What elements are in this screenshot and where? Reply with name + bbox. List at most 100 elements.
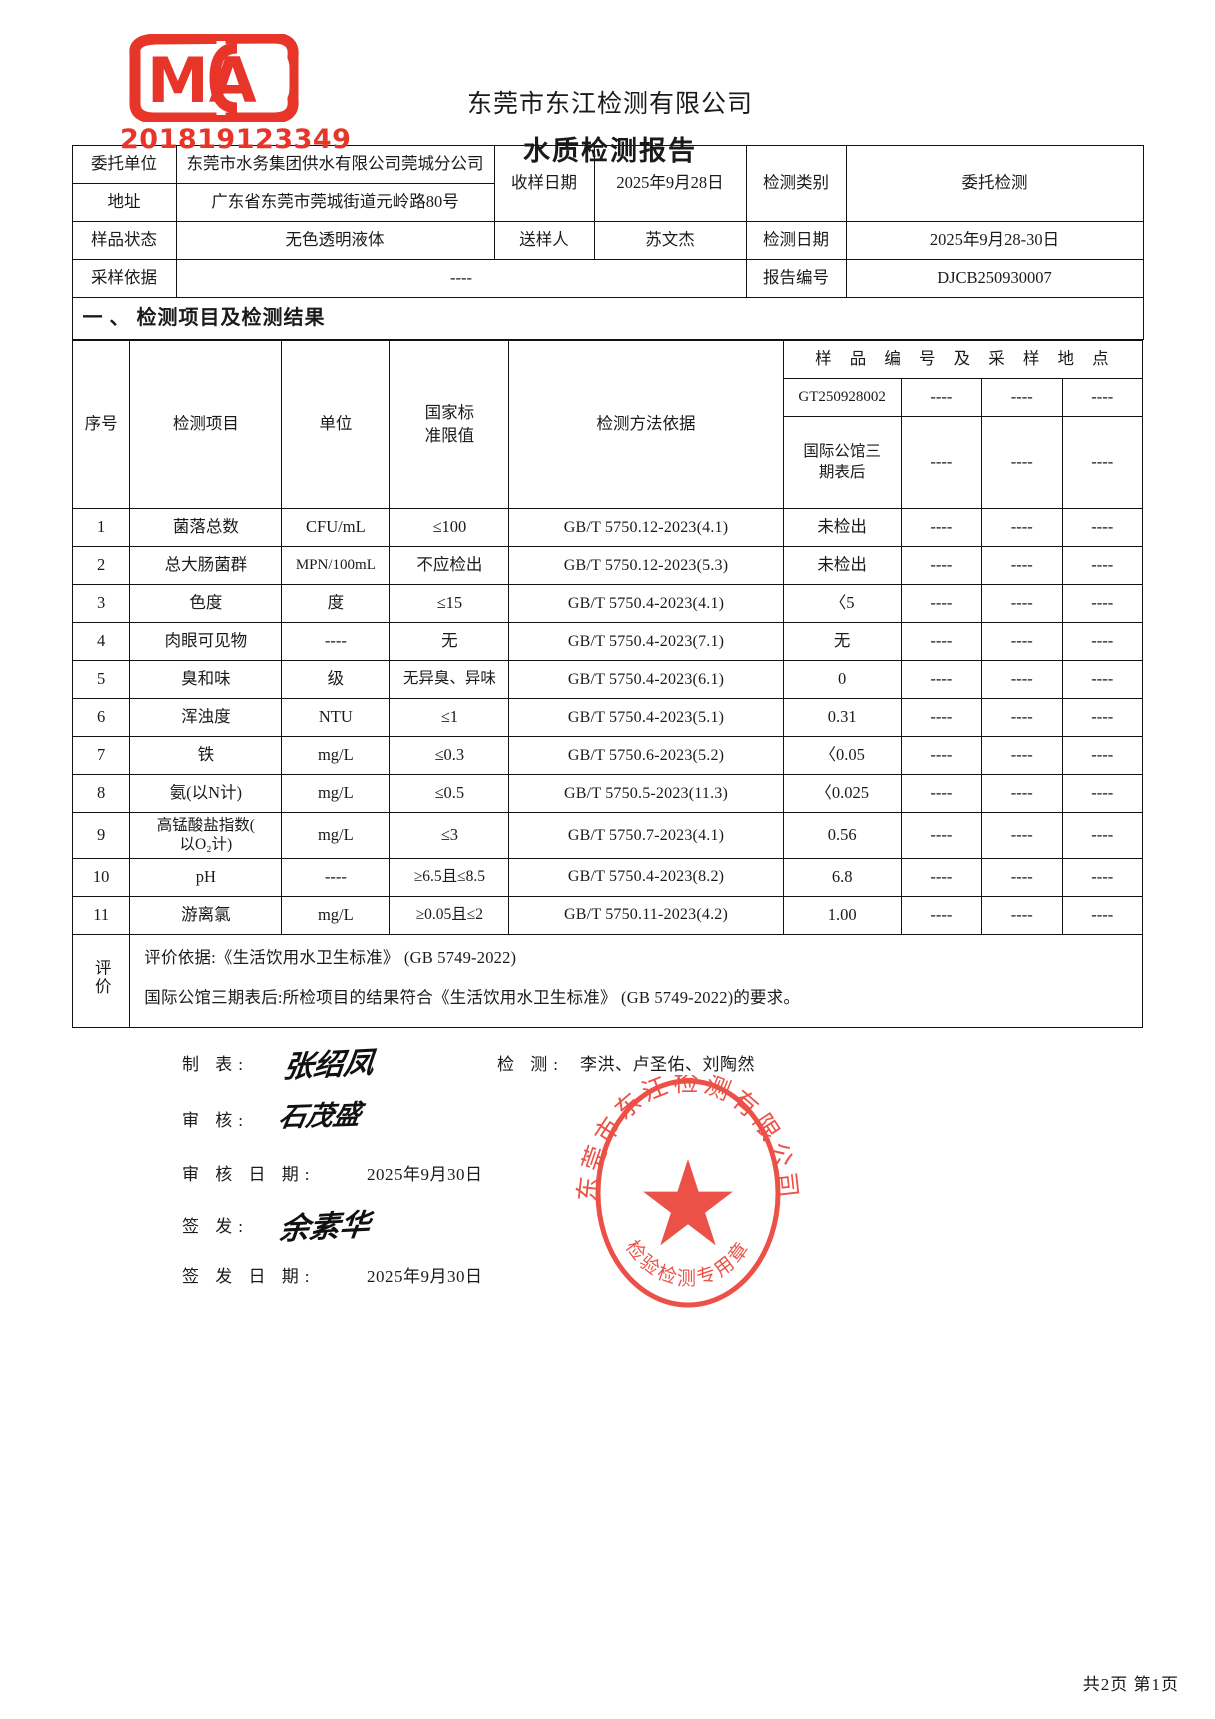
- row-method: GB/T 5750.12-2023(5.3): [508, 546, 784, 585]
- cma-certificate-number: 201819123349: [120, 124, 352, 155]
- table-row: 7 铁 mg/L ≤0.3 GB/T 5750.6-2023(5.2) 〈0.05 ----…: [71, 736, 1143, 775]
- row-item: 氨(以N计): [129, 774, 283, 813]
- prepared-by-signature: 张绍凤: [281, 1045, 376, 1086]
- row-unit: NTU: [281, 698, 391, 737]
- col-header-limit-line2: 准限值: [424, 425, 475, 445]
- row-result-2: ----: [900, 736, 983, 775]
- row-limit: 无: [389, 622, 510, 661]
- row-no: 9: [71, 812, 131, 859]
- table-row: 委托单位 东莞市水务集团供水有限公司莞城分公司 收样日期 2025年9月28日 …: [71, 145, 1144, 222]
- address-value: 广东省东莞市莞城街道元岭路80号: [175, 183, 495, 222]
- sample-id-1: GT250928002: [782, 378, 902, 417]
- row-no: 11: [71, 895, 131, 935]
- row-item: 高锰酸盐指数( 以O₂计): [129, 812, 283, 859]
- row-result-3: ----: [981, 698, 1063, 737]
- row-result-1: 无: [782, 622, 902, 661]
- row-limit: ≤100: [389, 508, 510, 547]
- issue-date-label: 签 发 日 期:: [182, 1267, 316, 1287]
- row-result-4: ----: [1061, 698, 1143, 737]
- col-header-limit: 国家标 准限值: [389, 340, 510, 509]
- row-result-4: ----: [1061, 736, 1143, 775]
- row-result-3: ----: [981, 660, 1063, 699]
- test-type-value: 委托检测: [845, 145, 1144, 222]
- row-result-4: ----: [1061, 622, 1143, 661]
- row-no: 4: [71, 622, 131, 661]
- sample-state-label: 样品状态: [71, 221, 177, 260]
- row-method: GB/T 5750.4-2023(4.1): [508, 584, 784, 623]
- review-date-value: 2025年9月30日: [367, 1165, 483, 1185]
- table-row: 2 总大肠菌群 MPN/100mL 不应检出 GB/T 5750.12-2023(5.3…: [71, 546, 1143, 585]
- sample-location-4: ----: [1061, 416, 1143, 509]
- row-method: GB/T 5750.4-2023(8.2): [508, 857, 784, 897]
- row-no: 8: [71, 774, 131, 813]
- row-unit: mg/L: [281, 895, 391, 935]
- row-result-2: ----: [900, 698, 983, 737]
- row-no: 2: [71, 546, 131, 585]
- row-limit: ≥0.05且≤2: [389, 895, 510, 935]
- row-result-1: 0.31: [782, 698, 902, 737]
- row-result-2: ----: [900, 622, 983, 661]
- row-result-2: ----: [900, 895, 983, 935]
- issued-by-label: 签 发:: [182, 1217, 249, 1237]
- row-result-2: ----: [900, 812, 983, 859]
- reviewed-by-signature: 石茂盛: [276, 1099, 364, 1134]
- review-date-label: 审 核 日 期:: [182, 1165, 316, 1185]
- row-item: 菌落总数: [129, 508, 283, 547]
- deliverer-label: 送样人: [493, 221, 595, 260]
- row-no: 6: [71, 698, 131, 737]
- row-result-1: 〈0.025: [782, 774, 902, 813]
- table-row: 3 色度度 ≤15 GB/T 5750.4-2023(4.1) 〈5 ---- ---- --…: [71, 584, 1143, 623]
- row-unit: mg/L: [281, 812, 391, 859]
- tested-by-label: 检 测:: [497, 1055, 564, 1075]
- report-title: 水质检测报告: [523, 136, 697, 166]
- row-item: 臭和味: [129, 660, 283, 699]
- cma-mark-icon: MA: [125, 34, 300, 122]
- row-unit: 级: [281, 660, 391, 699]
- reviewed-by-label: 审 核:: [182, 1111, 249, 1131]
- table-row: 采样依据 ---- 报告编号 DJCB250930007: [71, 259, 1144, 298]
- col-header-item: 检测项目: [129, 340, 283, 509]
- sample-location-1: 国际公馆三 期表后: [782, 416, 902, 509]
- table-row: 11 游离氯 mg/L ≥0.05且≤2 GB/T 5750.11-2023(4.2) 1…: [71, 895, 1143, 935]
- row-no: 10: [71, 857, 131, 897]
- row-result-4: ----: [1061, 812, 1143, 859]
- row-result-4: ----: [1061, 857, 1143, 897]
- row-method: GB/T 5750.11-2023(4.2): [508, 895, 784, 935]
- issue-date-row: 签 发 日 期: 2025年9月30日: [72, 1260, 1143, 1300]
- row-item: 色度: [129, 584, 283, 623]
- table-row: 4 肉眼可见物 ---- 无 GB/T 5750.4-2023(7.1) 无 ---- ---…: [71, 622, 1143, 661]
- evaluation-basis: 评价依据:《生活饮用水卫生标准》 (GB 5749-2022): [144, 947, 517, 967]
- row-result-2: ----: [900, 584, 983, 623]
- col-header-sample-group: 样 品 编 号 及 采 样 地 点: [782, 340, 1144, 379]
- row-no: 1: [71, 508, 131, 547]
- row-method: GB/T 5750.6-2023(5.2): [508, 736, 784, 775]
- row-no: 3: [71, 584, 131, 623]
- section-title-row: 一 、 检测项目及检测结果: [71, 297, 1144, 340]
- row-result-1: 〈0.05: [782, 736, 902, 775]
- table-row: 6 浑浊度 NTU ≤1 GB/T 5750.4-2023(5.1) 0.31 ---- --…: [71, 698, 1143, 737]
- prepared-by-label: 制 表:: [182, 1055, 249, 1075]
- table-row: 10 pH ---- ≥6.5且≤8.5 GB/T 5750.4-2023(8.2) 6.…: [71, 857, 1143, 897]
- row-result-4: ----: [1061, 584, 1143, 623]
- receive-date-value: 2025年9月28日: [593, 145, 747, 222]
- row-result-3: ----: [981, 857, 1063, 897]
- table-row: 8 氨(以N计) mg/L ≤0.5 GB/T 5750.5-2023(11.3) 〈0.…: [71, 774, 1143, 813]
- row-method: GB/T 5750.4-2023(7.1): [508, 622, 784, 661]
- row-item: 铁: [129, 736, 283, 775]
- row-method: GB/T 5750.4-2023(5.1): [508, 698, 784, 737]
- svg-text:MA: MA: [147, 44, 257, 117]
- table-row: 样品状态 无色透明液体 送样人 苏文杰 检测日期 2025年9月28-30日: [71, 221, 1144, 260]
- col-header-unit: 单位: [281, 340, 391, 509]
- row-unit: mg/L: [281, 774, 391, 813]
- row-result-1: 0.56: [782, 812, 902, 859]
- sample-state-value: 无色透明液体: [175, 221, 495, 260]
- page-number: 共2页 第1页: [1082, 1675, 1179, 1694]
- sample-id-row: GT250928002 ---- ---- ----: [73, 378, 1143, 417]
- evaluation-label: 评价: [71, 933, 131, 1029]
- sample-id-4: ----: [1061, 378, 1143, 417]
- col-header-limit-line1: 国家标: [424, 403, 475, 423]
- col-header-no: 序号: [71, 340, 131, 509]
- row-result-2: ----: [900, 508, 983, 547]
- row-result-2: ----: [900, 774, 983, 813]
- row-limit: ≤15: [389, 584, 510, 623]
